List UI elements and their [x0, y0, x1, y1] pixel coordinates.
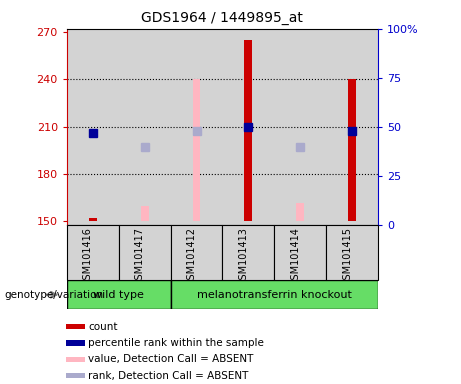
Text: melanotransferrin knockout: melanotransferrin knockout	[197, 290, 352, 300]
Bar	[66, 324, 85, 329]
Text: GSM101416: GSM101416	[83, 227, 93, 286]
Text: wild type: wild type	[93, 290, 144, 300]
Bar	[67, 225, 118, 280]
Bar	[326, 29, 378, 225]
Bar	[118, 29, 171, 225]
Bar	[193, 79, 201, 222]
Bar	[66, 357, 85, 362]
Text: value, Detection Call = ABSENT: value, Detection Call = ABSENT	[89, 354, 254, 364]
Text: count: count	[89, 322, 118, 332]
Bar	[171, 29, 223, 225]
Bar	[326, 225, 378, 280]
Bar	[89, 218, 97, 222]
Bar	[244, 40, 252, 222]
Title: GDS1964 / 1449895_at: GDS1964 / 1449895_at	[142, 11, 303, 25]
Text: GSM101414: GSM101414	[290, 227, 300, 286]
Bar	[348, 79, 356, 222]
Bar	[274, 225, 326, 280]
Bar	[223, 29, 274, 225]
Bar	[67, 280, 171, 309]
Bar	[66, 340, 85, 346]
Text: GSM101415: GSM101415	[342, 227, 352, 286]
Bar	[171, 225, 222, 280]
Bar	[222, 225, 274, 280]
Text: percentile rank within the sample: percentile rank within the sample	[89, 338, 264, 348]
Text: GSM101417: GSM101417	[135, 227, 145, 286]
Bar	[171, 280, 378, 309]
Text: rank, Detection Call = ABSENT: rank, Detection Call = ABSENT	[89, 371, 249, 381]
Bar	[118, 225, 171, 280]
Bar	[141, 206, 148, 222]
Text: GSM101412: GSM101412	[187, 227, 196, 286]
Text: genotype/variation: genotype/variation	[5, 290, 104, 300]
Bar	[67, 29, 118, 225]
Bar	[66, 373, 85, 378]
Text: GSM101413: GSM101413	[238, 227, 248, 286]
Bar	[296, 202, 304, 222]
Bar	[274, 29, 326, 225]
